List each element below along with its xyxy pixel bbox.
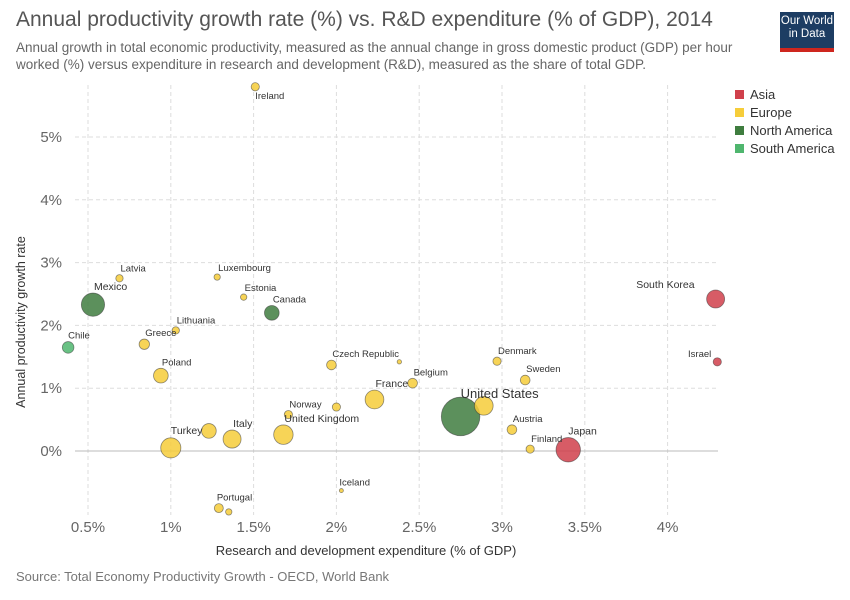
data-point[interactable] [712,357,722,367]
point-label: United States [461,386,540,401]
axes: 0.5% 1% 1.5% 2% 2.5% 3% 3.5% 4% 0% 1% 2% 3% 4% 5% [40,129,678,536]
data-point[interactable] [171,326,180,335]
legend-item-south-america[interactable]: South America [735,141,835,156]
legend-label: North America [750,123,833,138]
point-label: Estonia [245,283,277,294]
data-point[interactable] [240,293,248,301]
legend-label: South America [750,141,835,156]
legend-swatch [735,90,744,99]
data-point[interactable] [519,374,531,386]
logo-line-2: in Data [788,28,826,40]
y-axis-title: Annual productivity growth rate [14,236,28,408]
owid-logo[interactable]: Our World in Data [780,12,834,52]
data-point[interactable] [555,437,581,463]
data-point[interactable] [264,305,280,321]
point-label: Poland [162,357,192,368]
data-point[interactable] [153,367,169,384]
legend-label: Europe [750,105,792,120]
point-label: Austria [513,414,543,425]
data-point[interactable] [160,437,182,459]
legend-item-asia[interactable]: Asia [735,87,775,102]
data-point[interactable] [492,356,502,366]
x-tick-label: 1% [160,519,182,536]
point-label: Israel [688,349,711,360]
x-tick-label: 1.5% [236,519,270,536]
y-tick-label: 1% [40,380,62,397]
legend-item-north-america[interactable]: North America [735,123,832,138]
x-axis-title: Research and development expenditure (% … [216,543,517,558]
data-point[interactable] [396,359,402,365]
point-label: Chile [68,331,90,342]
point-label: Luxembourg [218,263,271,274]
source-note: Source: Total Economy Productivity Growt… [16,569,390,584]
chart-title: Annual productivity growth rate (%) vs. … [16,8,713,31]
point-label: Turkey [171,425,203,437]
data-point[interactable] [222,429,242,449]
point-label: Japan [568,426,597,438]
point-label: Mexico [94,281,127,293]
point-label: Belgium [414,367,448,378]
data-labels: Ireland Latvia Luxembourg Estonia Mexico Cana… [68,91,711,504]
y-tick-label: 4% [40,192,62,209]
data-point[interactable] [525,444,535,454]
x-tick-label: 2.5% [402,519,436,536]
legend-swatch [735,108,744,117]
data-point[interactable] [338,488,344,493]
logo-accent-bar [780,48,834,52]
data-point[interactable] [364,389,385,410]
point-label: Denmark [498,346,537,357]
data-point[interactable] [80,292,105,317]
x-tick-label: 3% [491,519,513,536]
data-point[interactable] [407,377,418,389]
y-tick-label: 2% [40,317,62,334]
point-label: Lithuania [177,316,216,327]
legend-swatch [735,126,744,135]
x-tick-label: 0.5% [71,519,105,536]
data-point[interactable] [61,341,75,354]
data-point[interactable] [115,274,124,283]
y-tick-label: 5% [40,129,62,146]
data-point[interactable] [138,338,150,350]
x-tick-label: 4% [657,519,679,536]
data-point[interactable] [474,396,494,416]
legend-label: Asia [750,87,776,102]
point-label: Latvia [120,264,146,275]
point-label: Finland [531,434,562,445]
y-tick-label: 0% [40,443,62,460]
data-point[interactable] [213,273,221,281]
data-point[interactable] [331,402,341,412]
point-label: Sweden [526,364,560,375]
data-point[interactable] [326,359,337,371]
legend-swatch [735,144,744,153]
point-label: South Korea [636,279,695,291]
data-point[interactable] [506,424,518,435]
legend-item-europe[interactable]: Europe [735,105,792,120]
chart-subtitle: Annual growth in total economic producti… [16,40,733,72]
x-tick-label: 3.5% [568,519,602,536]
point-label: Italy [233,418,253,430]
point-label: Greece [145,328,176,339]
point-label: Canada [273,294,307,305]
point-label: Ireland [255,91,284,102]
y-tick-label: 3% [40,255,62,272]
data-points [61,82,726,516]
point-label: Iceland [339,478,370,489]
point-label: United Kingdom [284,413,359,425]
point-label: Portugal [217,493,252,504]
x-tick-label: 2% [326,519,348,536]
point-label: France [375,378,408,390]
logo-line-1: Our World [780,15,834,27]
point-label: Czech Republic [332,349,399,360]
data-point[interactable] [706,289,726,309]
data-point[interactable] [250,82,260,92]
data-point[interactable] [273,424,294,445]
data-point[interactable] [440,396,481,437]
data-point[interactable] [201,423,217,439]
data-point[interactable] [225,508,233,516]
data-point[interactable] [283,410,293,420]
data-point[interactable] [213,503,224,514]
point-label: Norway [289,399,321,410]
